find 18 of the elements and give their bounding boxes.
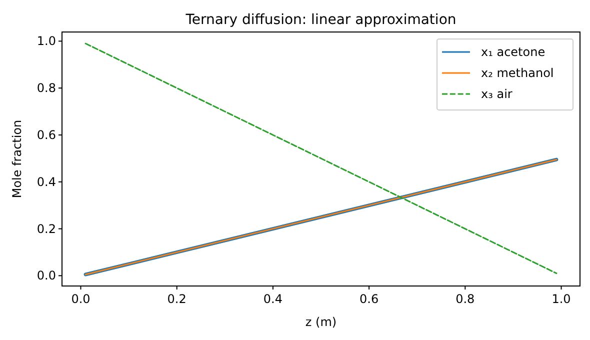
x-tick-label: 1.0: [552, 292, 571, 306]
y-tick-label: 0.0: [36, 268, 56, 283]
legend-label: x₁ acetone: [481, 45, 546, 59]
y-tick-label: 1.0: [36, 34, 56, 48]
y-axis-title: Mole fraction: [10, 120, 24, 198]
x-tick-label: 0.4: [263, 292, 282, 306]
y-tick-label: 0.6: [36, 128, 56, 142]
x-tick-label: 0.2: [167, 292, 186, 306]
x-tick-label: 0.6: [360, 292, 379, 306]
x-tick-label: 0.0: [71, 292, 90, 306]
y-tick-label: 0.4: [36, 174, 56, 189]
x-axis-title: z (m): [305, 315, 337, 329]
x-tick-label: 0.8: [456, 292, 475, 306]
chart-title: Ternary diffusion: linear approximation: [184, 12, 456, 28]
legend-label: x₃ air: [481, 87, 512, 101]
y-tick-label: 0.8: [36, 81, 56, 96]
legend-label: x₂ methanol: [481, 66, 554, 80]
y-tick-label: 0.2: [36, 222, 56, 236]
